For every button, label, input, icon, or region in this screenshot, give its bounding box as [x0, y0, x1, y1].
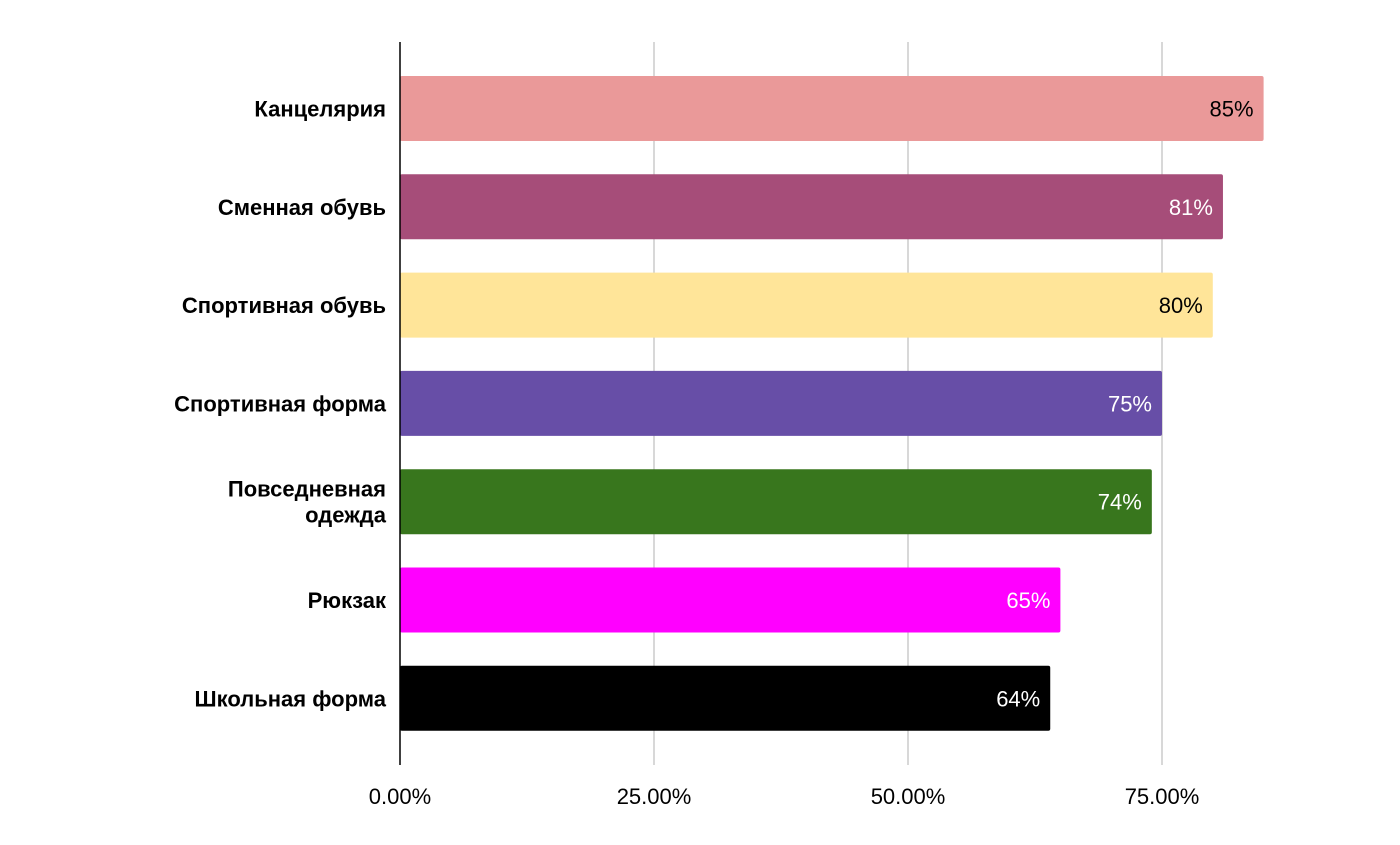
data-label: 65% [1006, 588, 1050, 613]
bar [400, 272, 1213, 338]
category-label: Спортивная форма [174, 391, 387, 416]
labels: 0.00% 25.00% 50.00% 75.00% 85% Канцелярия 81% С… [174, 97, 1253, 810]
bar [400, 469, 1152, 535]
category-label: Канцелярия [254, 97, 386, 122]
data-label: 75% [1108, 391, 1152, 416]
data-label: 64% [996, 686, 1040, 711]
x-tick-label: 75.00% [1125, 784, 1200, 809]
data-label: 81% [1169, 195, 1213, 220]
category-label: Повседневная одежда [228, 477, 387, 528]
category-label: Спортивная обувь [182, 293, 386, 318]
bar [400, 174, 1223, 240]
x-tick-label: 25.00% [617, 784, 692, 809]
category-label-line: Школьная форма [195, 686, 387, 711]
category-label-line: Спортивная форма [174, 391, 387, 416]
category-label-line: Спортивная обувь [182, 293, 386, 318]
category-label-line: Повседневная [228, 477, 386, 502]
category-label-line: Канцелярия [254, 97, 386, 122]
bar [400, 76, 1264, 141]
data-label: 74% [1098, 490, 1142, 515]
category-label-line: Рюкзак [308, 588, 387, 613]
bar [400, 370, 1162, 436]
category-label-line: одежда [305, 503, 387, 528]
data-label: 80% [1159, 293, 1203, 318]
x-tick-label: 0.00% [369, 784, 431, 809]
bar [400, 567, 1061, 633]
category-label: Рюкзак [308, 588, 387, 613]
data-label: 85% [1210, 97, 1254, 122]
bar [400, 665, 1051, 731]
bars [400, 76, 1264, 731]
category-label-line: Сменная обувь [218, 195, 386, 220]
category-label: Сменная обувь [218, 195, 386, 220]
category-label: Школьная форма [195, 686, 387, 711]
x-tick-label: 50.00% [871, 784, 946, 809]
